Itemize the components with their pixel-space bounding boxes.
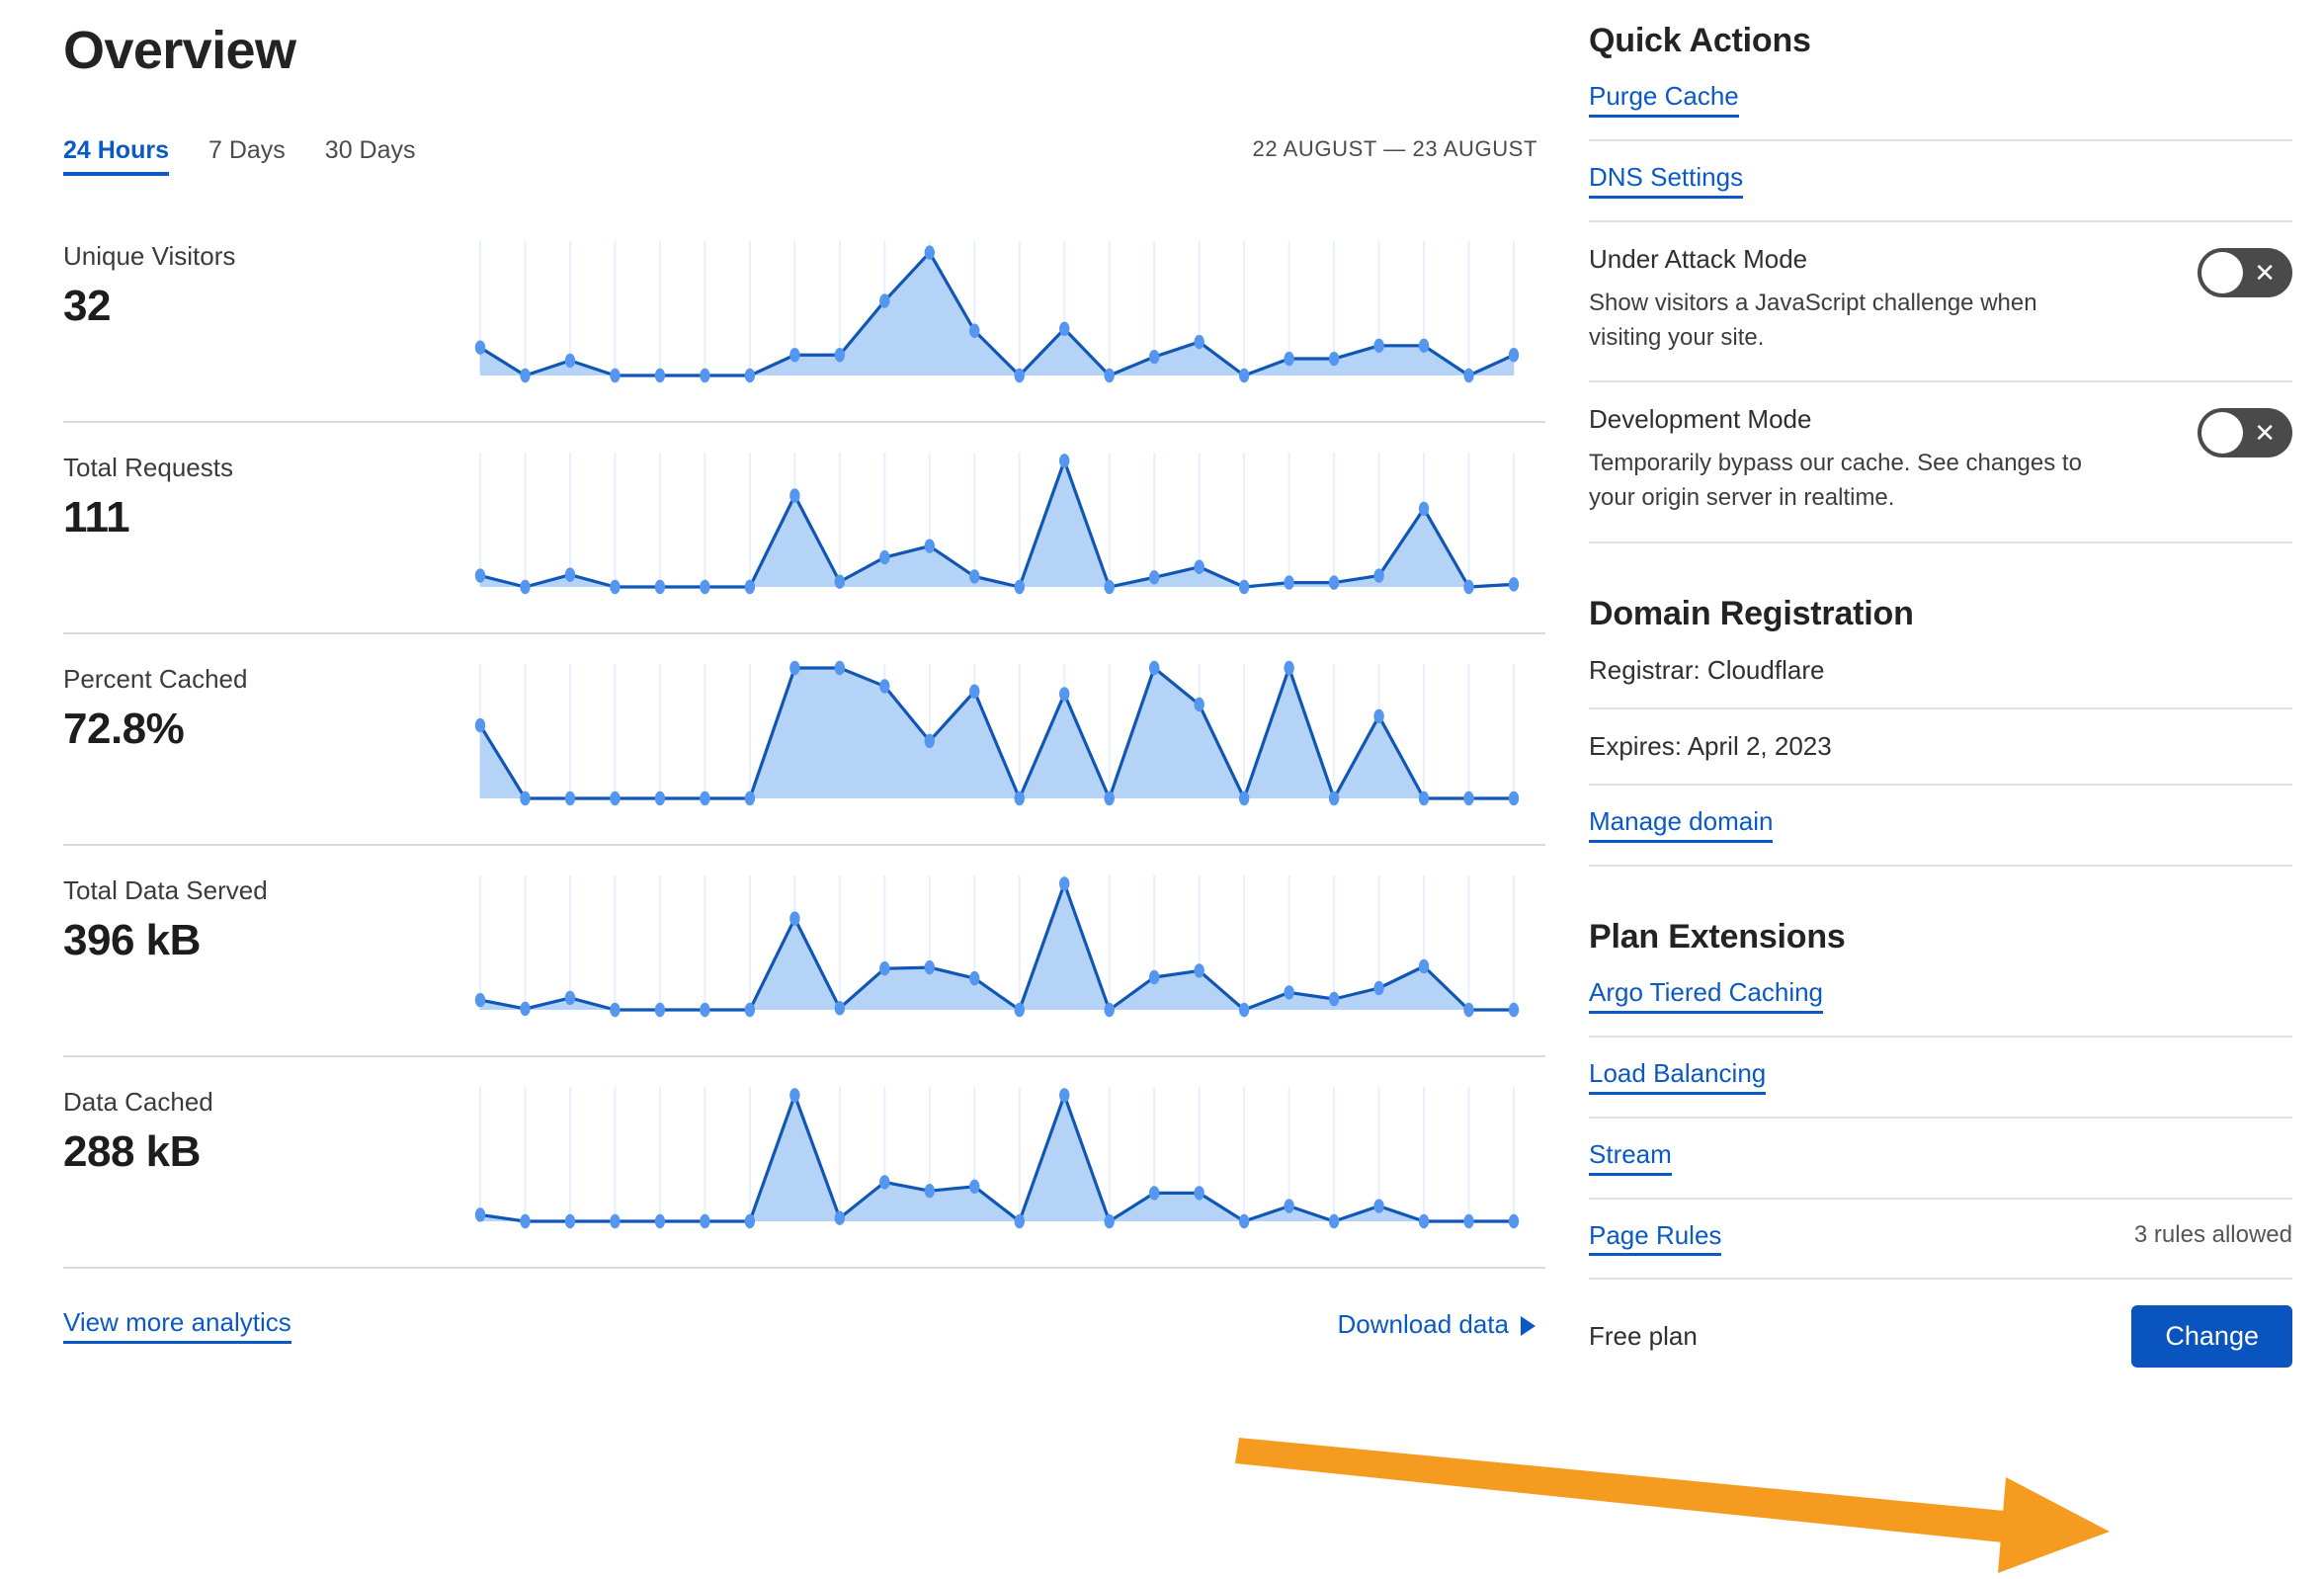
load-balancing-link[interactable]: Load Balancing [1589, 1058, 1767, 1095]
timerange-tabs: 24 Hours 7 Days 30 Days [63, 130, 1545, 176]
registrar-value: Registrar: Cloudflare [1589, 654, 1825, 685]
plan-summary-row: Free plan Change [1589, 1280, 2292, 1369]
purge-cache-link[interactable]: Purge Cache [1589, 81, 1739, 118]
metric-label: Data Cached [63, 1087, 213, 1117]
development-mode-toggle[interactable]: ✕ [2198, 408, 2292, 458]
domain-registration-heading: Domain Registration [1589, 594, 1914, 632]
under-attack-mode-toggle[interactable]: ✕ [2198, 247, 2292, 297]
argo-tiered-caching-link[interactable]: Argo Tiered Caching [1589, 977, 1824, 1014]
metric-row: Data Cached 288 kB [63, 1057, 1545, 1269]
dns-settings-link[interactable]: DNS Settings [1589, 162, 1744, 199]
plan-name: Free plan [1589, 1321, 1698, 1352]
close-icon: ✕ [2254, 257, 2276, 288]
plan-extensions-heading: Plan Extensions [1589, 917, 1846, 956]
quick-actions-heading: Quick Actions [1589, 22, 1811, 59]
tab-30-days[interactable]: 30 Days [324, 136, 416, 164]
metric-value: 32 [63, 282, 111, 330]
plan-extension-stream[interactable]: Stream [1589, 1119, 2292, 1200]
quick-action-under-attack-mode: Under Attack Mode Show visitors a JavaSc… [1589, 222, 2292, 383]
change-button[interactable]: Change [2131, 1305, 2292, 1369]
sparkline-unique-visitors [468, 211, 1545, 385]
metric-value: 288 kB [63, 1127, 201, 1176]
view-more-analytics-link[interactable]: View more analytics [63, 1307, 291, 1344]
metric-label: Unique Visitors [63, 241, 236, 271]
analytics-footer: View more analytics Download data [63, 1307, 1545, 1344]
sidebar: Quick Actions Purge Cache DNS Settings U… [1589, 0, 2292, 1579]
metric-info: Percent Cached 72.8% [63, 634, 468, 754]
sparkline-percent-cached [468, 634, 1545, 808]
page-title: Overview [63, 21, 296, 80]
under-attack-mode-text: Under Attack Mode Show visitors a JavaSc… [1589, 244, 2103, 356]
metric-value: 396 kB [63, 916, 201, 964]
metric-info: Total Requests 111 [63, 423, 468, 542]
metric-row: Total Requests 111 [63, 423, 1545, 634]
download-data-button[interactable]: Download data [1337, 1308, 1536, 1343]
stream-link[interactable]: Stream [1589, 1139, 1672, 1176]
sparkline-total-data-served [468, 846, 1545, 1020]
development-mode-description: Temporarily bypass our cache. See change… [1589, 450, 2082, 512]
metric-label: Total Requests [63, 453, 233, 482]
date-range-label: 22 AUGUST — 23 AUGUST [1252, 136, 1537, 161]
metrics-list: Unique Visitors 32 Total Requests 111 Pe… [63, 211, 1545, 1269]
development-mode-text: Development Mode Temporarily bypass our … [1589, 404, 2103, 516]
metric-label: Percent Cached [63, 664, 248, 694]
metric-value: 72.8% [63, 705, 185, 753]
quick-action-purge-cache[interactable]: Purge Cache [1589, 60, 2292, 141]
manage-domain-row[interactable]: Manage domain [1589, 786, 2292, 867]
metric-value: 111 [63, 493, 130, 541]
sparkline-total-requests [468, 423, 1545, 597]
tab-7-days[interactable]: 7 Days [208, 136, 286, 164]
page-rules-link[interactable]: Page Rules [1589, 1220, 1722, 1257]
under-attack-mode-title: Under Attack Mode [1589, 243, 1808, 274]
expires-value: Expires: April 2, 2023 [1589, 730, 1832, 761]
page-rules-allowance: 3 rules allowed [2133, 1220, 2292, 1248]
metric-info: Total Data Served 396 kB [63, 846, 468, 965]
metric-row: Percent Cached 72.8% [63, 634, 1545, 846]
close-icon: ✕ [2254, 418, 2276, 449]
analytics-main-panel: Overview 24 Hours 7 Days 30 Days 22 AUGU… [63, 0, 1545, 1579]
toggle-knob [2201, 251, 2243, 293]
plan-extension-load-balancing[interactable]: Load Balancing [1589, 1038, 2292, 1119]
download-data-label: Download data [1337, 1308, 1509, 1339]
metric-info: Unique Visitors 32 [63, 211, 468, 331]
domain-expires-row: Expires: April 2, 2023 [1589, 709, 2292, 786]
quick-action-dns-settings[interactable]: DNS Settings [1589, 141, 2292, 222]
metric-row: Unique Visitors 32 [63, 211, 1545, 423]
sparkline-data-cached [468, 1057, 1545, 1231]
metric-label: Total Data Served [63, 875, 268, 905]
tab-24-hours[interactable]: 24 Hours [63, 138, 169, 176]
plan-extension-argo-tiered-caching[interactable]: Argo Tiered Caching [1589, 956, 2292, 1038]
metric-info: Data Cached 288 kB [63, 1057, 468, 1177]
toggle-knob [2201, 412, 2243, 455]
development-mode-title: Development Mode [1589, 404, 1812, 435]
plan-extension-page-rules[interactable]: Page Rules 3 rules allowed [1589, 1200, 2292, 1281]
caret-right-icon [1521, 1315, 1536, 1336]
quick-action-development-mode: Development Mode Temporarily bypass our … [1589, 382, 2292, 543]
domain-registrar-row: Registrar: Cloudflare [1589, 633, 2292, 709]
metric-row: Total Data Served 396 kB [63, 846, 1545, 1057]
under-attack-mode-description: Show visitors a JavaScript challenge whe… [1589, 289, 2037, 351]
manage-domain-link[interactable]: Manage domain [1589, 806, 1774, 843]
